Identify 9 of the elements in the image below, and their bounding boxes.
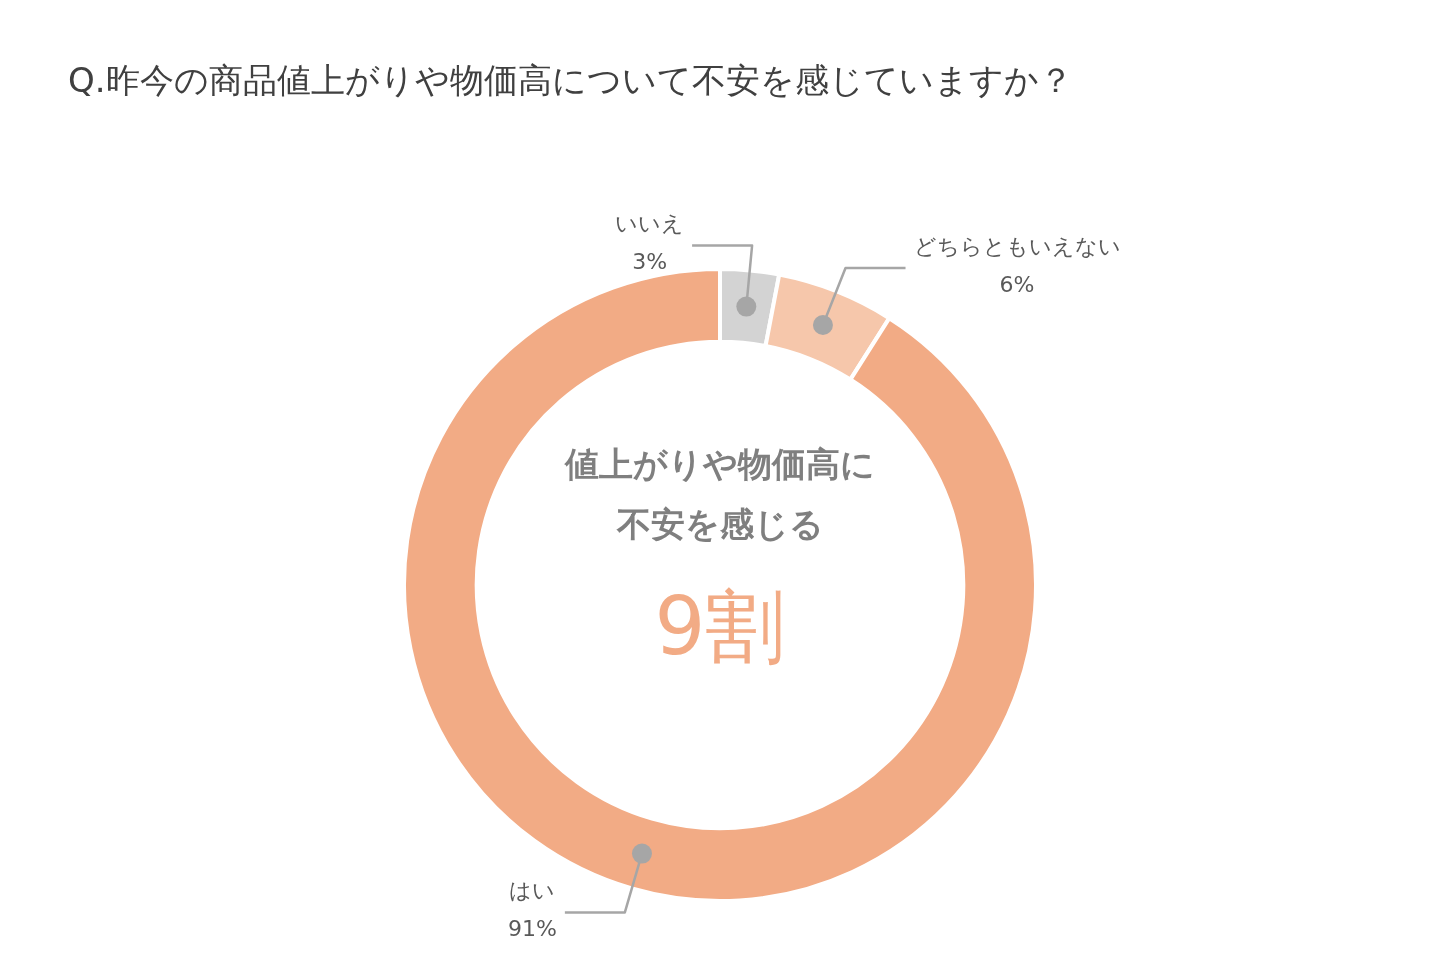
- data-label: 91%: [507, 916, 557, 942]
- chart-title: Q.昨今の商品値上がりや物価高について不安を感じていますか？: [67, 59, 1074, 102]
- slice-label: はい: [509, 878, 556, 904]
- data-label: 3%: [632, 249, 668, 275]
- slice-label: どちらともいえない: [913, 233, 1121, 259]
- text: 9割: [653, 579, 787, 675]
- text: 値上がりや物価高に不安を感じる: [563, 443, 876, 546]
- data-label: 6%: [999, 271, 1035, 297]
- slice-label: いいえ: [615, 211, 685, 237]
